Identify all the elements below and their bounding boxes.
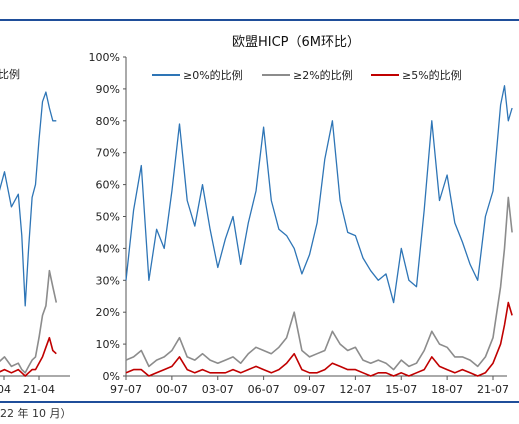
left-legend-fragment: 比例 [0, 67, 20, 81]
left-x-tick-label: 21-04 [23, 383, 55, 396]
series-line-3 [125, 301, 513, 377]
y-tick-label: 100% [89, 51, 120, 64]
x-tick-label: 18-07 [431, 383, 463, 396]
y-tick-label: 40% [96, 242, 120, 255]
y-tick-label: 70% [96, 147, 120, 160]
chart-title: 欧盟HICP（6M环比） [232, 35, 360, 50]
y-tick-label: 0% [103, 370, 120, 383]
top-rule [0, 19, 519, 21]
x-tick-label: 03-07 [202, 383, 234, 396]
x-tick-label: 09-07 [294, 383, 326, 396]
x-tick-label: 00-07 [156, 383, 188, 396]
x-tick-label: 97-07 [110, 383, 142, 396]
legend-label-1: ≥0%的比例 [183, 68, 243, 82]
legend-label-3: ≥5%的比例 [402, 68, 462, 82]
left-series-line-3 [0, 336, 57, 377]
source-note: 22 年 10 月） [0, 407, 72, 420]
left-series-line-1 [0, 91, 57, 307]
x-tick-label: 06-07 [248, 383, 280, 396]
x-tick-label: 12-07 [339, 383, 371, 396]
series-line-2 [125, 196, 513, 371]
y-tick-label: 90% [96, 83, 120, 96]
bottom-rule [0, 401, 519, 403]
left-x-tick-label: 04 [0, 383, 11, 396]
left-series-line-2 [0, 269, 58, 374]
y-tick-label: 10% [96, 338, 120, 351]
legend-label-2: ≥2%的比例 [293, 68, 353, 82]
y-tick-label: 60% [96, 179, 120, 192]
x-tick-label: 15-07 [385, 383, 417, 396]
y-tick-label: 30% [96, 274, 120, 287]
y-tick-label: 80% [96, 115, 120, 128]
y-tick-label: 50% [96, 211, 120, 224]
series-line-1 [125, 85, 513, 304]
y-tick-label: 20% [96, 306, 120, 319]
x-tick-label: 21-07 [477, 383, 509, 396]
